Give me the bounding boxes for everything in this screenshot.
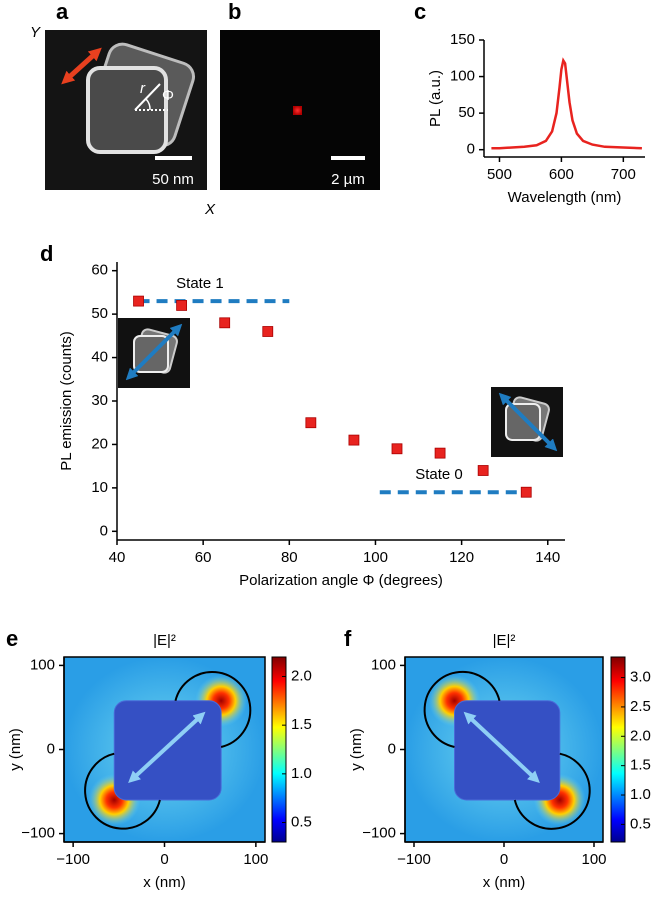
cube — [113, 700, 222, 801]
field-contour — [423, 670, 501, 748]
x-tick-label: −100 — [397, 851, 431, 868]
data-point — [434, 447, 446, 459]
field-contour — [84, 752, 161, 830]
x-tick-label: −100 — [56, 851, 90, 868]
x-tick-label: 40 — [109, 549, 126, 566]
field-contour — [174, 671, 252, 748]
y-tick-label: 100 — [30, 656, 55, 673]
axis-label: X — [204, 201, 216, 218]
colorbar — [610, 656, 626, 843]
data-point — [133, 295, 144, 307]
x-tick-label: 0 — [500, 851, 508, 868]
x-axis-label: Polarization angle Φ (degrees) — [239, 572, 443, 589]
y-tick-label: 30 — [91, 392, 108, 409]
data-point — [391, 443, 403, 455]
y-tick-label: 100 — [371, 656, 396, 673]
panel-label: c — [414, 0, 426, 24]
data-point — [477, 465, 489, 476]
x-tick-label: 120 — [449, 549, 474, 566]
sem-image — [45, 30, 207, 190]
x-axis-label: x (nm) — [483, 874, 526, 891]
image-annotation: r — [140, 80, 146, 97]
y-tick-label: −100 — [362, 825, 396, 842]
panel-label: d — [40, 241, 53, 266]
scale-bar-label: 2 µm — [331, 171, 365, 188]
y-axis-label: y (nm) — [7, 728, 24, 771]
x-tick-label: 100 — [581, 851, 606, 868]
data-point — [305, 417, 317, 429]
reference-label: State 1 — [176, 275, 224, 292]
y-tick-label: −100 — [21, 825, 55, 842]
y-tick-label: 150 — [450, 31, 475, 48]
x-axis-label: Wavelength (nm) — [508, 189, 622, 206]
y-tick-label: 100 — [450, 68, 475, 85]
colorbar — [271, 656, 287, 843]
field-contour — [513, 752, 591, 830]
data-point — [262, 326, 274, 337]
colorbar-tick-label: 1.0 — [291, 765, 312, 782]
y-axis-label: y (nm) — [348, 728, 365, 771]
x-tick-label: 80 — [281, 549, 298, 566]
chart-title: |E|² — [493, 632, 516, 649]
polarization-arrow — [128, 711, 206, 783]
data-point — [520, 486, 532, 498]
x-tick-label: 100 — [243, 851, 268, 868]
reference-label: State 0 — [415, 466, 463, 483]
data-line — [491, 57, 642, 150]
x-axis-label: x (nm) — [143, 874, 186, 891]
x-tick-label: 60 — [195, 549, 212, 566]
data-point — [219, 317, 231, 329]
colorbar-tick-label: 3.0 — [630, 669, 651, 686]
colorbar-tick-label: 2.0 — [291, 667, 312, 684]
x-tick-label: 140 — [535, 549, 560, 566]
panel-label: f — [344, 626, 352, 651]
colorbar-tick-label: 0.5 — [630, 815, 651, 832]
inset-image — [491, 387, 563, 457]
inset-image — [118, 318, 190, 388]
x-tick-label: 500 — [487, 166, 512, 183]
chart-title: |E|² — [153, 632, 176, 649]
polarization-arrow — [463, 711, 540, 784]
panel-label: e — [6, 626, 18, 651]
colorbar-tick-label: 1.5 — [291, 716, 312, 733]
y-tick-label: 20 — [91, 435, 108, 452]
y-tick-label: 40 — [91, 349, 108, 366]
axis-label: Y — [30, 24, 41, 41]
x-tick-label: 700 — [611, 166, 636, 183]
x-tick-label: 0 — [160, 851, 168, 868]
colorbar-tick-label: 1.0 — [630, 786, 651, 803]
y-tick-label: 60 — [91, 262, 108, 279]
colorbar-tick-label: 1.5 — [630, 757, 651, 774]
y-tick-label: 0 — [388, 740, 396, 757]
y-tick-label: 0 — [47, 740, 55, 757]
colorbar-tick-label: 2.5 — [630, 698, 651, 715]
colorbar-tick-label: 2.0 — [630, 727, 651, 744]
y-tick-label: 50 — [91, 305, 108, 322]
scale-bar-label: 50 nm — [152, 171, 194, 188]
data-point — [176, 300, 188, 311]
y-tick-label: 0 — [467, 141, 475, 158]
y-tick-label: 10 — [91, 479, 108, 496]
data-point — [348, 434, 360, 446]
y-axis-label: PL (a.u.) — [427, 70, 444, 127]
image-annotation: Φ — [162, 87, 174, 104]
x-tick-label: 600 — [549, 166, 574, 183]
panel-label: b — [228, 0, 241, 24]
y-tick-label: 0 — [100, 522, 108, 539]
colorbar-tick-label: 0.5 — [291, 813, 312, 830]
y-tick-label: 50 — [458, 104, 475, 121]
pl-image — [220, 30, 380, 190]
x-tick-label: 100 — [363, 549, 388, 566]
panel-label: a — [56, 0, 69, 24]
y-axis-label: PL emission (counts) — [58, 331, 75, 471]
